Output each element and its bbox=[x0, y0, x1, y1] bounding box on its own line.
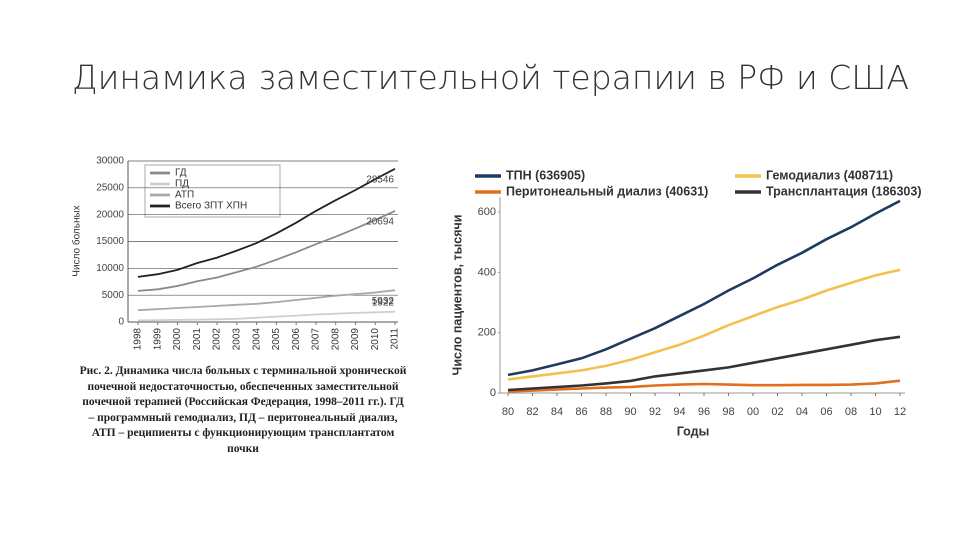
x-tick-label: 94 bbox=[673, 406, 685, 418]
slide-title: Динамика заместительной терапии в РФ и С… bbox=[72, 58, 910, 97]
y-axis-label: Число больных bbox=[71, 205, 83, 276]
x-tick-label: 12 bbox=[894, 406, 906, 418]
x-tick-label: 82 bbox=[526, 406, 538, 418]
x-tick-label: 2005 bbox=[271, 328, 282, 351]
x-axis-label: Годы bbox=[677, 424, 710, 438]
x-tick-label: 04 bbox=[796, 406, 808, 418]
x-tick-label: 2008 bbox=[330, 328, 341, 351]
x-tick-label: 98 bbox=[722, 406, 734, 418]
y-tick-label: 15000 bbox=[96, 236, 124, 247]
series-line bbox=[137, 168, 396, 278]
x-tick-label: 00 bbox=[747, 406, 759, 418]
series-line bbox=[137, 210, 396, 292]
series-line bbox=[507, 268, 901, 381]
end-value-label: 28546 bbox=[366, 174, 394, 185]
y-tick-label: 10000 bbox=[96, 263, 124, 274]
x-tick-label: 2006 bbox=[291, 328, 302, 351]
x-tick-label: 2003 bbox=[231, 328, 242, 351]
legend-label: АТП bbox=[175, 190, 194, 201]
y-tick-label: 5000 bbox=[102, 290, 125, 301]
y-tick-label: 200 bbox=[478, 327, 496, 339]
series-line bbox=[137, 310, 396, 322]
x-tick-label: 90 bbox=[624, 406, 636, 418]
series-line bbox=[507, 379, 901, 393]
x-tick-label: 1998 bbox=[133, 328, 144, 351]
legend-label: Всего ЗПТ ХПН bbox=[175, 201, 247, 212]
y-axis-label: Число пациентов, тысячи bbox=[450, 215, 464, 376]
end-value-label: 1922 bbox=[372, 297, 395, 308]
legend-label: Гемодиализ (408711) bbox=[766, 168, 893, 182]
x-tick-label: 08 bbox=[845, 406, 857, 418]
y-tick-label: 400 bbox=[478, 266, 496, 278]
x-tick-label: 2001 bbox=[192, 328, 203, 351]
x-tick-label: 86 bbox=[575, 406, 587, 418]
legend-label: ТПН (636905) bbox=[506, 168, 585, 182]
x-tick-label: 88 bbox=[600, 406, 612, 418]
y-tick-label: 20000 bbox=[96, 209, 124, 220]
x-tick-label: 96 bbox=[698, 406, 710, 418]
x-tick-label: 80 bbox=[502, 406, 514, 418]
y-tick-label: 25000 bbox=[96, 182, 124, 193]
series-line bbox=[507, 335, 901, 392]
x-tick-label: 06 bbox=[820, 406, 832, 418]
x-tick-label: 92 bbox=[649, 406, 661, 418]
y-tick-label: 30000 bbox=[96, 156, 124, 167]
x-tick-label: 02 bbox=[771, 406, 783, 418]
y-tick-label: 0 bbox=[118, 317, 124, 328]
x-tick-label: 2000 bbox=[172, 328, 183, 351]
legend-label: ПД bbox=[175, 179, 189, 190]
x-tick-label: 2004 bbox=[251, 328, 262, 351]
end-value-label: 5932 bbox=[372, 296, 395, 307]
y-tick-label: 600 bbox=[478, 206, 496, 218]
x-tick-label: 2011 bbox=[390, 328, 401, 350]
series-line bbox=[137, 289, 396, 312]
legend-label: Трансплантация (186303) bbox=[766, 184, 922, 198]
x-tick-label: 2009 bbox=[350, 328, 361, 351]
end-value-label: 20694 bbox=[366, 217, 394, 228]
legend-box bbox=[144, 164, 281, 218]
series-line bbox=[507, 199, 901, 377]
x-tick-label: 2007 bbox=[311, 328, 322, 351]
x-tick-label: 1999 bbox=[152, 328, 163, 351]
x-tick-label: 2010 bbox=[370, 328, 381, 351]
legend-label: Перитонеальный диализ (40631) bbox=[506, 184, 708, 198]
legend-label: ГД bbox=[175, 168, 187, 179]
figure-caption: Рис. 2. Динамика числа больных с термина… bbox=[79, 365, 407, 455]
x-tick-label: 10 bbox=[869, 406, 881, 418]
x-tick-label: 2002 bbox=[212, 328, 223, 351]
x-tick-label: 84 bbox=[551, 406, 563, 418]
y-tick-label: 0 bbox=[490, 387, 496, 399]
